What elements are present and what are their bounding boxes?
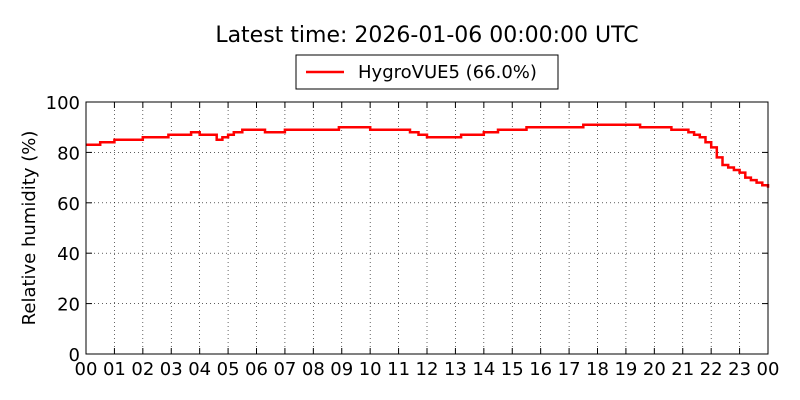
y-tick-label: 0 — [69, 345, 80, 366]
grid-lines — [86, 102, 768, 354]
x-tick-label: 10 — [359, 359, 382, 380]
legend: HygroVUE5 (66.0%) — [295, 54, 559, 90]
x-tick-label: 00 — [75, 359, 98, 380]
y-tick-label: 20 — [57, 295, 80, 316]
legend-box — [295, 54, 559, 90]
x-tick-label: 00 — [757, 359, 780, 380]
x-tick-label: 21 — [671, 359, 694, 380]
y-tick-label: 100 — [46, 93, 80, 114]
series-line — [86, 123, 770, 188]
x-tick-label: 19 — [614, 359, 637, 380]
x-tick-label: 06 — [245, 359, 268, 380]
y-tick-label: 40 — [57, 244, 80, 265]
x-tick-label: 04 — [188, 359, 211, 380]
x-tick-label: 22 — [700, 359, 723, 380]
y-axis-label: Relative humidity (%) — [19, 131, 40, 326]
axis-ticks: 00 01 02 03 04 05 06 07 08 09 10 11 12 13 14 15 16 17 18 19… — [46, 93, 780, 380]
x-tick-label: 13 — [444, 359, 467, 380]
x-tick-label: 18 — [586, 359, 609, 380]
x-tick-label: 20 — [643, 359, 666, 380]
x-tick-label: 01 — [103, 359, 126, 380]
x-tick-label: 09 — [330, 359, 353, 380]
x-tick-label: 03 — [160, 359, 183, 380]
x-tick-label: 02 — [131, 359, 154, 380]
plot-frame — [85, 101, 769, 355]
x-tick-label: 23 — [728, 359, 751, 380]
x-tick-label: 07 — [273, 359, 296, 380]
y-tick-label: 80 — [57, 143, 80, 164]
x-tick-label: 16 — [529, 359, 552, 380]
x-tick-label: 17 — [558, 359, 581, 380]
x-tick-label: 15 — [501, 359, 524, 380]
x-tick-label: 12 — [416, 359, 439, 380]
x-tick-label: 08 — [302, 359, 325, 380]
series-layer — [86, 123, 770, 188]
x-tick-label: 11 — [387, 359, 410, 380]
y-tick-label: 60 — [57, 194, 80, 215]
chart-title: Latest time: 2026-01-06 00:00:00 UTC — [215, 23, 638, 48]
x-tick-label: 05 — [217, 359, 240, 380]
x-tick-label: 14 — [472, 359, 495, 380]
legend-label: HygroVUE5 (66.0%) — [358, 62, 537, 83]
